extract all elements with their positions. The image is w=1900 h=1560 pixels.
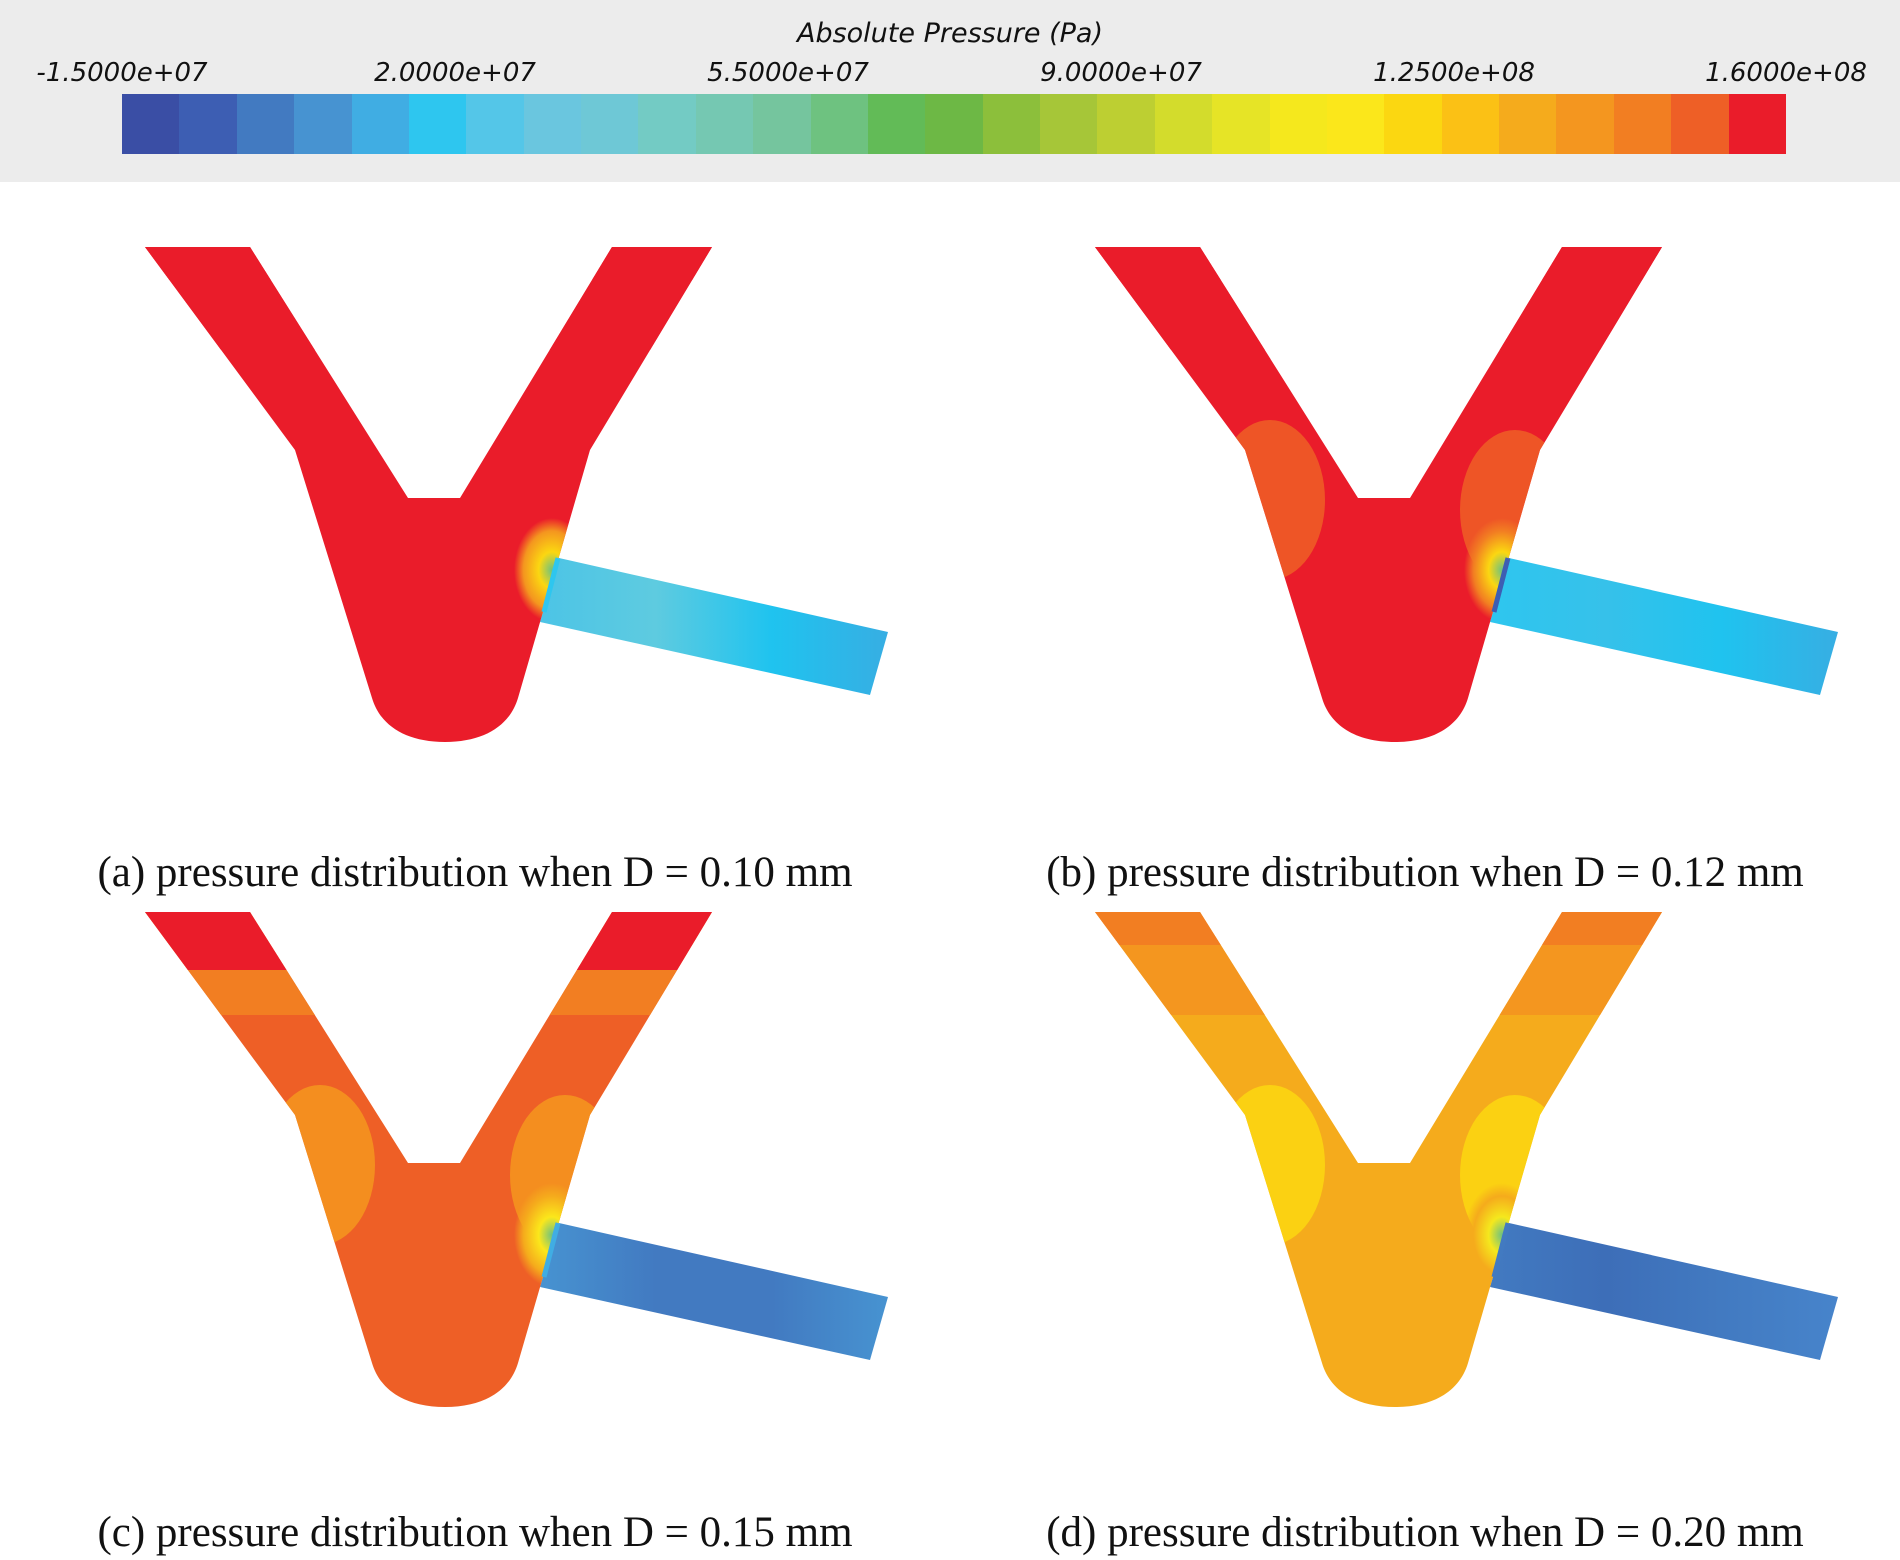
colorbar-tick-label: 1.2500e+08 [1373, 58, 1535, 88]
colorbar-tick-label: 1.6000e+08 [1705, 58, 1867, 88]
colorbar-swatch [695, 94, 754, 154]
colorbar-swatch [810, 94, 868, 154]
colorbar-swatch [179, 94, 237, 154]
colorbar-swatch [1441, 94, 1499, 154]
caption-b: (b) pressure distribution when D = 0.12 … [1046, 849, 1804, 896]
colorbar-swatch [1269, 94, 1327, 154]
pressure-panel-d [950, 905, 1900, 1460]
colorbar-swatch [294, 94, 352, 154]
pressure-panel-a [0, 240, 950, 795]
colorbar-swatch [1040, 94, 1098, 154]
junction-gradient-edge [1491, 557, 1511, 613]
colorbar-swatch [982, 94, 1040, 154]
colorbar-swatch [122, 94, 180, 154]
v-channel-body [1095, 912, 1662, 1407]
outlet-channel [1490, 558, 1838, 695]
colorbar-swatch [581, 94, 639, 154]
outlet-channel [540, 558, 888, 695]
colorbar-swatch [236, 94, 295, 154]
colorbar-swatch [1326, 94, 1385, 154]
outlet-channel [1490, 1223, 1838, 1360]
v-channel-diagram [145, 912, 888, 1407]
colorbar-swatch [523, 94, 581, 154]
colorbar-tick-label: 2.0000e+07 [374, 58, 536, 88]
colorbar-swatch [1556, 94, 1614, 154]
v-channel-body [1095, 247, 1662, 742]
colorbar-swatch [1613, 94, 1672, 154]
pressure-panel-c [0, 905, 950, 1460]
caption-a: (a) pressure distribution when D = 0.10 … [97, 849, 853, 896]
colorbar-swatch [1728, 94, 1786, 154]
colorbar-swatch [925, 94, 983, 154]
v-channel-diagram [145, 247, 888, 742]
junction-gradient-edge [541, 557, 561, 613]
junction-gradient-edge [1491, 1222, 1511, 1278]
colorbar-swatch [753, 94, 811, 154]
v-channel-diagram [1095, 912, 1838, 1407]
caption-c: (c) pressure distribution when D = 0.15 … [97, 1509, 853, 1556]
colorbar-swatch [1154, 94, 1213, 154]
colorbar-swatch [1212, 94, 1270, 154]
colorbar-tick-label: 5.5000e+07 [707, 58, 869, 88]
colorbar-legend: Absolute Pressure (Pa) -1.5000e+07 2.000… [0, 0, 1900, 182]
colorbar-swatch [351, 94, 409, 154]
v-channel-body [145, 247, 712, 742]
junction-gradient-edge [541, 1222, 561, 1278]
colorbar-title: Absolute Pressure (Pa) [796, 18, 1104, 49]
colorbar-tick-label: 9.0000e+07 [1040, 58, 1202, 88]
v-channel-body [145, 912, 712, 1407]
caption-d: (d) pressure distribution when D = 0.20 … [1046, 1509, 1804, 1556]
colorbar-swatch [466, 94, 524, 154]
colorbar-swatch [867, 94, 926, 154]
colorbar-swatch [1671, 94, 1729, 154]
pressure-panel-b [950, 240, 1900, 795]
colorbar-swatch [1097, 94, 1155, 154]
colorbar-gradient [122, 94, 1786, 154]
outlet-channel [540, 1223, 888, 1360]
colorbar-swatch [408, 94, 467, 154]
colorbar-swatch [1499, 94, 1557, 154]
colorbar-swatch [638, 94, 696, 154]
colorbar-tick-label: -1.5000e+07 [36, 58, 208, 88]
colorbar-swatch [1384, 94, 1442, 154]
v-channel-diagram [1095, 247, 1838, 742]
